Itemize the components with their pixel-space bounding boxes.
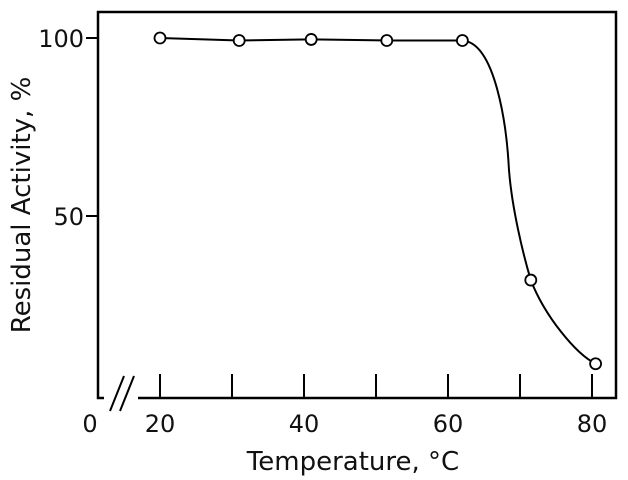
data-point-6 — [589, 357, 602, 371]
y-ticks — [86, 37, 98, 217]
data-point-0 — [153, 31, 167, 45]
x-tick-label-80: 80 — [577, 410, 608, 438]
data-points — [153, 31, 602, 371]
y-tick-label-100: 100 — [38, 25, 84, 53]
y-tick-label-50: 50 — [53, 203, 84, 231]
data-point-2 — [304, 33, 318, 46]
x-tick-label-20: 20 — [145, 410, 176, 438]
axis-break-icon — [104, 372, 138, 412]
data-point-3 — [380, 34, 394, 47]
x-axis-title: Temperature, °C — [246, 447, 459, 477]
series-curve — [159, 37, 597, 365]
data-point-5 — [524, 273, 538, 287]
plot-frame — [96, 10, 618, 400]
data-point-4 — [455, 34, 469, 47]
x-tick-label-0: 0 — [82, 410, 97, 438]
data-point-1 — [232, 34, 246, 47]
x-tick-label-60: 60 — [433, 410, 464, 438]
x-tick-label-40: 40 — [289, 410, 320, 438]
y-axis-title: Residual Activity, % — [7, 77, 37, 334]
x-ticks — [159, 374, 593, 398]
